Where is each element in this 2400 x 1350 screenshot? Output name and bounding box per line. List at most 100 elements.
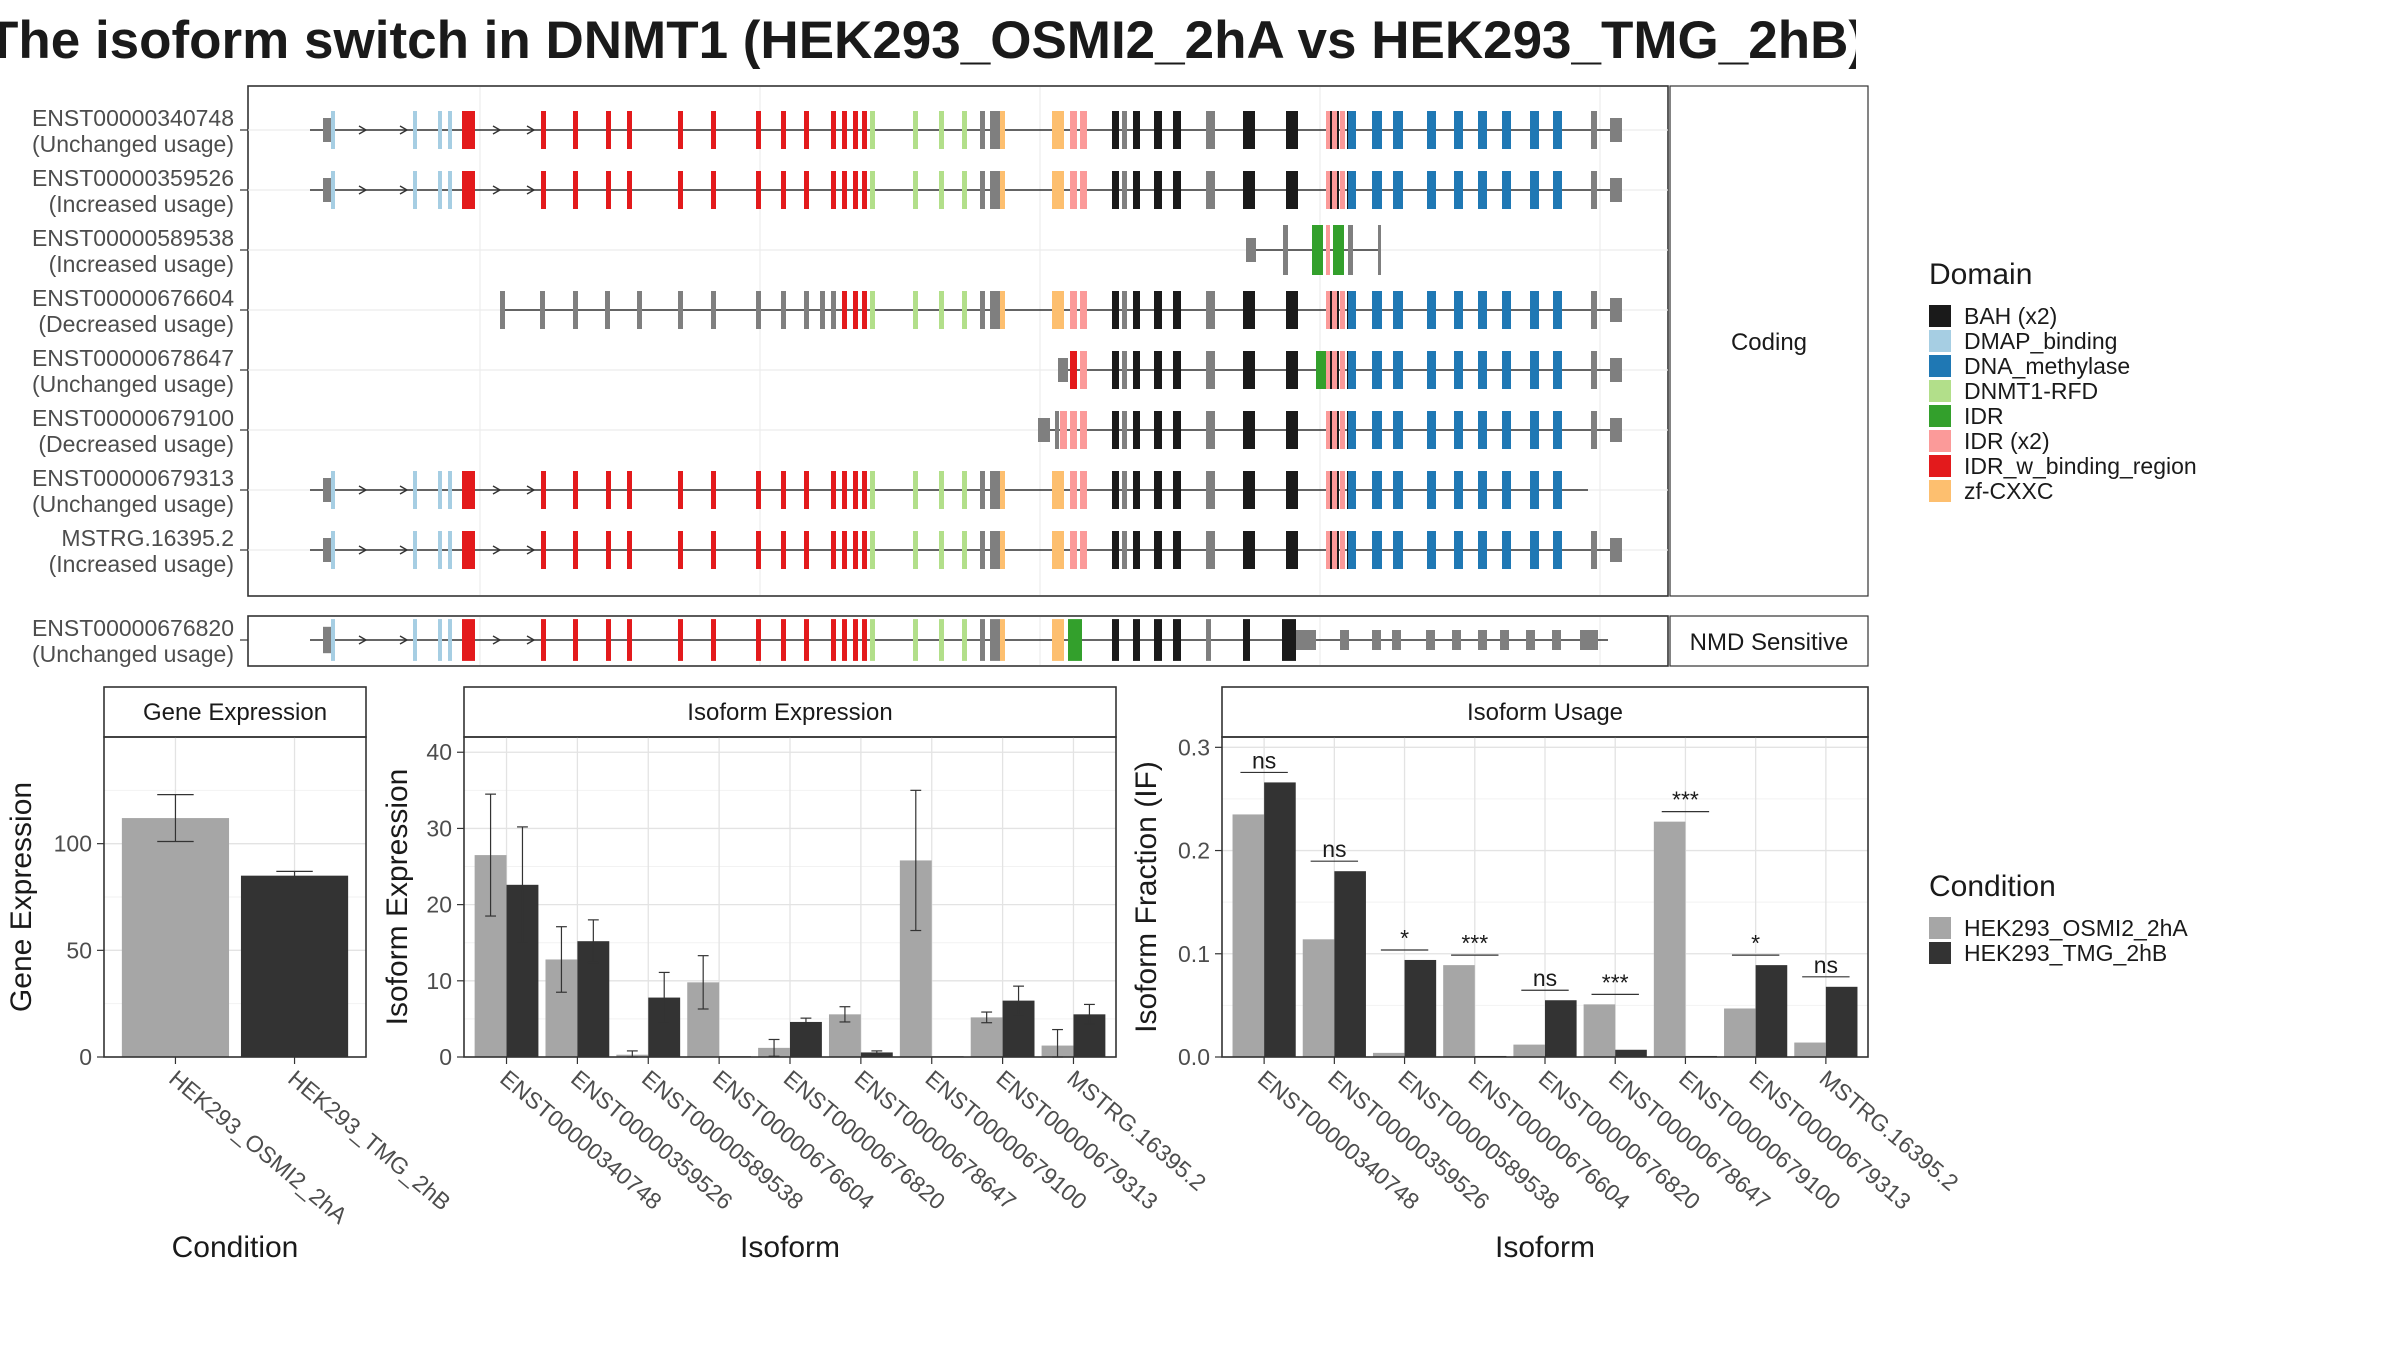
transcript-row-exon bbox=[1154, 111, 1162, 149]
transcript-row-exon bbox=[1591, 291, 1597, 329]
significance-label: ns bbox=[1533, 965, 1557, 991]
transcript-row-exon bbox=[1173, 351, 1181, 389]
transcript-row-exon bbox=[1243, 171, 1255, 209]
bar bbox=[1545, 1000, 1577, 1057]
transcript-row-exon bbox=[1348, 225, 1353, 275]
transcript-row-exon bbox=[1052, 531, 1064, 569]
nmd-row-utr bbox=[1426, 630, 1435, 650]
bar bbox=[1653, 821, 1686, 1057]
domain-legend-label: DNMT1-RFD bbox=[1964, 378, 2098, 404]
transcript-row-exon bbox=[331, 471, 335, 509]
isoform-id-label: ENST00000589538 bbox=[32, 225, 234, 251]
isoform-usage-label: (Unchanged usage) bbox=[32, 491, 234, 517]
strand-arrow bbox=[399, 185, 409, 195]
transcript-row-exon bbox=[1478, 411, 1487, 449]
y-tick-label: 40 bbox=[426, 739, 452, 765]
transcript-row-exon bbox=[1122, 531, 1127, 569]
transcript-row-exon bbox=[1610, 118, 1622, 142]
transcript-row-exon bbox=[980, 291, 985, 329]
y-tick-label: 100 bbox=[54, 831, 92, 857]
isoform-usage-label: (Decreased usage) bbox=[38, 431, 234, 457]
y-tick-label: 20 bbox=[426, 892, 452, 918]
transcript-row-exon bbox=[448, 171, 452, 209]
transcript-row-exon bbox=[462, 111, 475, 149]
transcript-row-exon bbox=[1173, 171, 1181, 209]
transcript-row-exon bbox=[1502, 171, 1511, 209]
transcript-row-exon bbox=[678, 291, 683, 329]
transcript-row-exon bbox=[1591, 111, 1597, 149]
transcript-row-exon bbox=[1591, 531, 1597, 569]
transcript-row-exon bbox=[1243, 471, 1255, 509]
transcript-row-exon bbox=[1348, 171, 1356, 209]
transcript-row-exon bbox=[541, 171, 546, 209]
transcript-row-exon bbox=[962, 471, 967, 509]
transcript-row-exon bbox=[990, 111, 1000, 149]
transcript-row-exon bbox=[1112, 471, 1119, 509]
facet-strip-coding bbox=[1669, 85, 1869, 597]
isoform-usage-label: (Decreased usage) bbox=[38, 311, 234, 337]
transcript-row-exon bbox=[1286, 351, 1298, 389]
y-tick-label: 0.1 bbox=[1178, 941, 1210, 967]
bar bbox=[1513, 1044, 1545, 1057]
y-tick-label: 50 bbox=[66, 937, 92, 963]
nmd-row-exon bbox=[331, 619, 335, 661]
transcript-row-exon bbox=[573, 531, 578, 569]
transcript-row-exon bbox=[1038, 418, 1050, 442]
transcript-row-exon bbox=[1348, 531, 1356, 569]
significance-label: ns bbox=[1252, 747, 1276, 773]
nmd-row-exon bbox=[804, 619, 809, 661]
transcript-row-exon bbox=[1502, 291, 1511, 329]
strand-arrow bbox=[358, 545, 368, 555]
transcript-row-exon bbox=[781, 171, 786, 209]
transcript-row-exon bbox=[1080, 471, 1087, 509]
transcript-row-exon bbox=[1427, 171, 1436, 209]
significance-label: * bbox=[1400, 925, 1409, 951]
transcript-row-exon bbox=[1332, 471, 1337, 509]
transcript-row-exon bbox=[1312, 225, 1323, 275]
panel-strip-label: Gene Expression bbox=[143, 699, 327, 726]
transcript-row-exon bbox=[1340, 411, 1345, 449]
transcript-row-exon bbox=[853, 111, 858, 149]
transcript-row-exon bbox=[842, 531, 847, 569]
y-axis-title: Isoform Expression bbox=[381, 769, 414, 1026]
nmd-row-exon bbox=[1154, 619, 1162, 661]
transcript-row-exon bbox=[980, 471, 985, 509]
strand-arrow bbox=[399, 635, 409, 645]
transcript-row-exon bbox=[1133, 411, 1140, 449]
transcript-row-exon bbox=[1372, 171, 1382, 209]
transcript-row-exon bbox=[1502, 531, 1511, 569]
transcript-row-exon bbox=[870, 471, 875, 509]
transcript-row-exon bbox=[1055, 411, 1059, 449]
domain-legend-swatch bbox=[1929, 330, 1951, 352]
nmd-row-exon bbox=[962, 619, 967, 661]
transcript-row-exon bbox=[1173, 291, 1181, 329]
transcript-row-exon bbox=[1340, 291, 1345, 329]
domain-legend-swatch bbox=[1929, 355, 1951, 377]
transcript-row-exon bbox=[413, 171, 417, 209]
isoform-id-label: ENST00000340748 bbox=[32, 105, 234, 131]
transcript-row-exon bbox=[1610, 358, 1622, 382]
transcript-row-exon bbox=[1173, 531, 1181, 569]
transcript-row-exon bbox=[1286, 411, 1298, 449]
transcript-row-exon bbox=[842, 471, 847, 509]
transcript-row-exon bbox=[831, 471, 836, 509]
transcript-row-exon bbox=[1454, 471, 1463, 509]
transcript-row-exon bbox=[990, 291, 1000, 329]
nmd-row-exon bbox=[678, 619, 683, 661]
nmd-row-exon bbox=[756, 619, 761, 661]
nmd-row-utr bbox=[1500, 630, 1509, 650]
transcript-row-exon bbox=[1112, 171, 1119, 209]
isoform-usage-label: (Increased usage) bbox=[49, 191, 234, 217]
transcript-row-exon bbox=[804, 291, 809, 329]
isoform-id-label: ENST00000678647 bbox=[32, 345, 234, 371]
transcript-row-exon bbox=[1530, 351, 1539, 389]
transcript-row-exon bbox=[1122, 471, 1127, 509]
bar bbox=[1264, 782, 1296, 1057]
transcript-row-exon bbox=[1286, 111, 1298, 149]
transcript-row-exon bbox=[1080, 351, 1087, 389]
nmd-row-exon bbox=[1243, 619, 1250, 661]
transcript-row-exon bbox=[1332, 111, 1337, 149]
transcript-row-exon bbox=[1553, 411, 1562, 449]
domain-legend-swatch bbox=[1929, 480, 1951, 502]
transcript-row-exon bbox=[1070, 111, 1077, 149]
